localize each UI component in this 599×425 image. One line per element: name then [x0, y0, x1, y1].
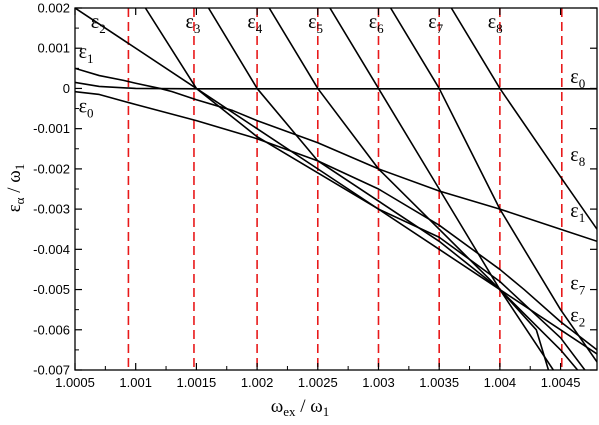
- y-tick-label-3: 0: [63, 81, 70, 96]
- curve-label-11: ε8: [570, 144, 585, 169]
- curve-label-3: ε4: [247, 11, 262, 36]
- x-tick-label-8: 1.004: [484, 375, 517, 390]
- curve-label-4: ε5: [308, 11, 323, 36]
- series-line-10: [450, 8, 597, 230]
- series-line-3: [75, 90, 597, 351]
- series-line-7: [268, 8, 579, 370]
- curve-label-8: ε1: [79, 41, 94, 66]
- curve-label-6: ε7: [428, 11, 443, 36]
- y-axis-label: εα / ω1: [4, 164, 27, 213]
- y-tick-label-10: -0.007: [33, 363, 70, 378]
- series-lines: [75, 8, 597, 370]
- series-line-4: [75, 8, 597, 355]
- x-tick-label-1: 1.0005: [55, 375, 95, 390]
- curve-label-12: ε1: [570, 200, 585, 225]
- x-tick-label-3: 1.0015: [177, 375, 217, 390]
- curve-label-1: ε2: [91, 11, 106, 36]
- y-tick-label-9: -0.006: [33, 322, 70, 337]
- x-tick-label-7: 1.0035: [419, 375, 459, 390]
- curve-label-10: ε0: [570, 66, 585, 91]
- series-line-1: [75, 81, 597, 90]
- curve-label-13: ε7: [570, 273, 585, 298]
- curve-label-9: ε0: [79, 96, 94, 121]
- x-tick-label-6: 1.003: [362, 375, 395, 390]
- y-tick-label-1: 0.002: [37, 1, 70, 16]
- curve-label-7: ε8: [488, 11, 503, 36]
- plot-frame: [74, 7, 598, 371]
- series-line-9: [389, 8, 597, 363]
- series-line-5: [144, 8, 586, 370]
- x-axis-ticks: 1.0005 1.001 1.0015 1.002 1.0025 1.003 1.0035 1…: [55, 8, 580, 390]
- x-axis-label: ωex / ω1: [271, 396, 330, 419]
- y-axis-ticks: 0.002 0.001 0 -0.001 -0.002 -0.003 -0.004 -0.00…: [33, 1, 597, 378]
- series-line-8: [329, 8, 554, 370]
- curve-label-14: ε2: [570, 305, 585, 330]
- curve-annotations: ε2 ε3 ε4 ε5 ε6 ε7 ε8 ε1 ε0 ε0 ε8 ε1 ε7 ε2: [79, 11, 586, 330]
- x-tick-label-4: 1.002: [241, 375, 274, 390]
- x-tick-label-2: 1.001: [119, 375, 152, 390]
- series-line-6: [207, 8, 550, 370]
- x-tick-label-9: 1.0045: [541, 375, 581, 390]
- y-tick-label-8: -0.005: [33, 282, 70, 297]
- y-tick-label-7: -0.004: [33, 242, 70, 257]
- series-line-2: [75, 67, 597, 243]
- y-tick-label-6: -0.003: [33, 202, 70, 217]
- vertical-dashed-lines: [127, 8, 563, 370]
- y-tick-label-4: -0.001: [33, 121, 70, 136]
- curve-label-5: ε6: [369, 11, 384, 36]
- curve-label-2: ε3: [185, 11, 200, 36]
- y-tick-label-5: -0.002: [33, 161, 70, 176]
- x-tick-label-5: 1.0025: [298, 375, 338, 390]
- y-tick-label-2: 0.001: [37, 41, 70, 56]
